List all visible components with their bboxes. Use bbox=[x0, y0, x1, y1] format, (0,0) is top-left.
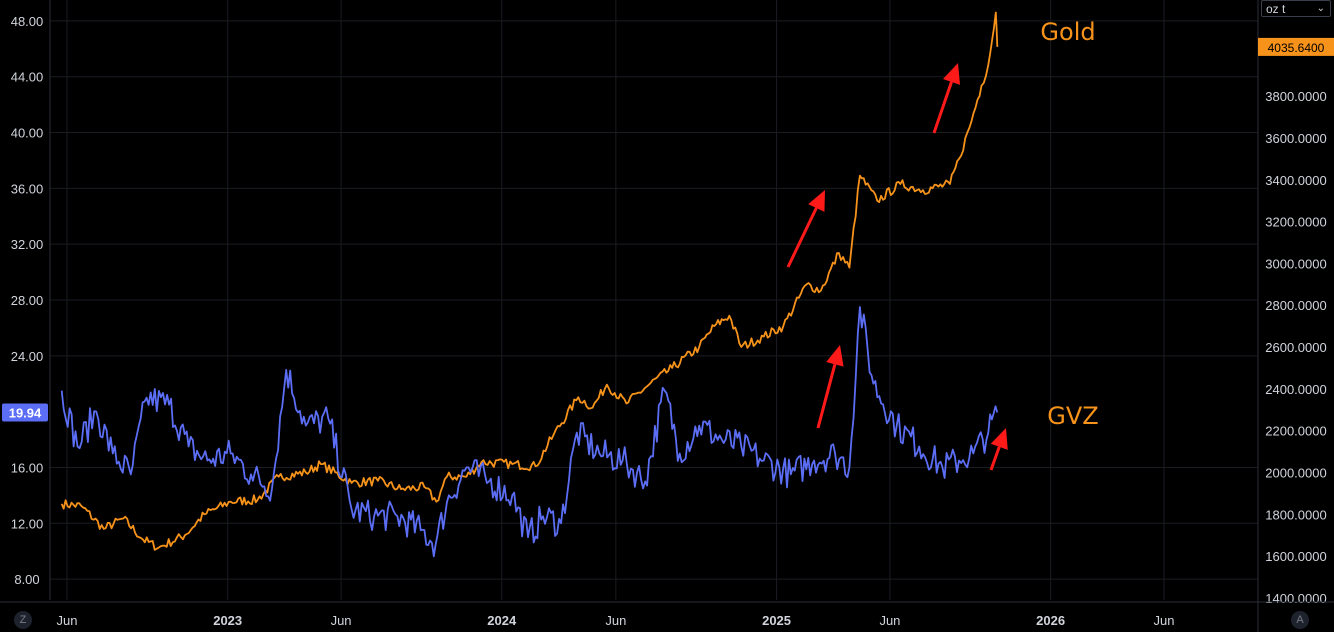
x-tick-label: Jun bbox=[331, 613, 352, 628]
chevron-down-icon: ⌄ bbox=[1316, 3, 1325, 14]
right-tick-label: 3000.0000 bbox=[1265, 256, 1326, 271]
right-tick-label: 3600.0000 bbox=[1265, 131, 1326, 146]
left-tick-label: 24.00 bbox=[11, 349, 44, 364]
annotation-arrows bbox=[786, 63, 1008, 471]
x-tick-label: 2026 bbox=[1036, 613, 1065, 628]
right-tick-label: 2200.0000 bbox=[1265, 424, 1326, 439]
left-tick-label: 12.00 bbox=[11, 516, 44, 531]
annotation-label: Gold bbox=[1040, 18, 1095, 46]
right-tick-label: 1800.0000 bbox=[1265, 507, 1326, 522]
right-tick-label: 2400.0000 bbox=[1265, 382, 1326, 397]
unit-selector[interactable]: oz t ⌄ bbox=[1261, 0, 1331, 17]
gold-series bbox=[60, 11, 999, 551]
gvz-last-value-badge bbox=[2, 403, 48, 422]
right-tick-label: 2800.0000 bbox=[1265, 298, 1326, 313]
gvz-series bbox=[60, 306, 999, 558]
gold-last-value-label: 4035.6400 bbox=[1268, 41, 1325, 55]
x-tick-label: Jun bbox=[879, 613, 900, 628]
unit-selector-value: oz t bbox=[1266, 2, 1286, 16]
x-tick-label: 2023 bbox=[213, 613, 242, 628]
left-tick-label: 48.00 bbox=[11, 14, 44, 29]
right-tick-label: 3400.0000 bbox=[1265, 173, 1326, 188]
left-tick-label: 28.00 bbox=[11, 293, 44, 308]
gold-line bbox=[60, 11, 999, 551]
left-tick-label: 16.00 bbox=[11, 460, 44, 475]
arrow-head bbox=[808, 190, 825, 212]
x-tick-label: Jun bbox=[605, 613, 626, 628]
left-tick-label: 44.00 bbox=[11, 70, 44, 85]
right-tick-label: 2000.0000 bbox=[1265, 465, 1326, 480]
arrow-shaft bbox=[786, 207, 818, 268]
arrow-shaft bbox=[816, 363, 837, 429]
left-tick-label: 32.00 bbox=[11, 237, 44, 252]
arrow-shaft bbox=[989, 446, 1001, 471]
right-tick-label: 1400.0000 bbox=[1265, 591, 1326, 606]
arrow-head bbox=[826, 345, 844, 367]
grid bbox=[50, 0, 1258, 600]
zoom-button[interactable]: Z bbox=[14, 611, 32, 629]
gvz-line bbox=[60, 306, 999, 558]
auto-scale-button[interactable]: A bbox=[1291, 611, 1309, 629]
left-tick-label: 36.00 bbox=[11, 181, 44, 196]
right-tick-label: 2600.0000 bbox=[1265, 340, 1326, 355]
x-tick-label: 2025 bbox=[762, 613, 791, 628]
x-tick-label: Jun bbox=[57, 613, 78, 628]
right-tick-label: 3800.0000 bbox=[1265, 89, 1326, 104]
left-tick-label: 8.00 bbox=[14, 572, 39, 587]
arrow-shaft bbox=[932, 81, 953, 134]
x-tick-label: Jun bbox=[1154, 613, 1175, 628]
right-tick-label: 3200.0000 bbox=[1265, 215, 1326, 230]
gold-last-value-badge bbox=[1258, 37, 1334, 56]
gvz-last-value-label: 19.94 bbox=[9, 405, 42, 420]
annotations: Gold GVZ bbox=[1040, 18, 1098, 430]
right-tick-label: 1600.0000 bbox=[1265, 549, 1326, 564]
arrow-head bbox=[943, 63, 961, 85]
arrow-head bbox=[990, 428, 1008, 450]
left-tick-label: 40.00 bbox=[11, 126, 44, 141]
x-tick-label: 2024 bbox=[487, 613, 517, 628]
annotation-label: GVZ bbox=[1047, 402, 1098, 430]
